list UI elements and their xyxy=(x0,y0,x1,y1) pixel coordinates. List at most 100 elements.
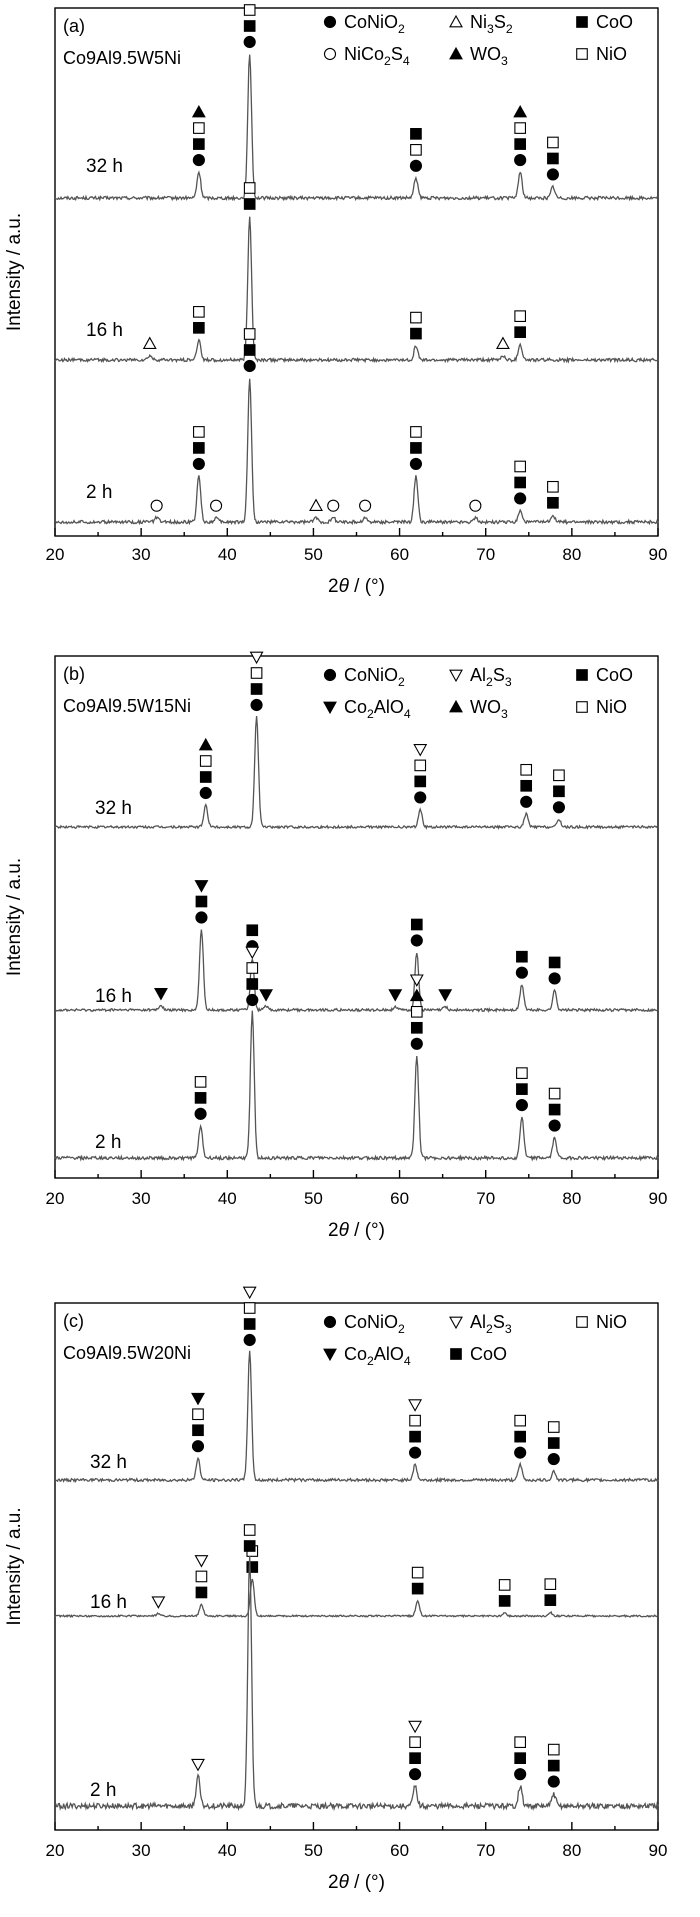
phase-marker-open-square xyxy=(193,306,205,318)
phase-marker-filled-circle xyxy=(547,1452,560,1466)
phase-marker-open-circle xyxy=(359,499,372,512)
phase-marker-filled-square xyxy=(193,442,205,454)
series-label: 16 h xyxy=(95,986,132,1007)
phase-marker-filled-square xyxy=(193,322,205,334)
phase-marker-filled-square xyxy=(243,1318,256,1330)
legend-label: NiCo2S4 xyxy=(344,44,410,68)
legend-label: WO3 xyxy=(470,44,508,68)
phase-marker-open-triangle-down xyxy=(242,1286,257,1300)
x-axis-label: 2θ / (°) xyxy=(328,1220,385,1241)
phase-marker-filled-circle xyxy=(410,1037,423,1050)
panel-label: (b) xyxy=(63,664,85,684)
phase-marker-filled-square xyxy=(520,779,533,792)
phase-marker-filled-square xyxy=(243,20,256,32)
legend-marker-open-square xyxy=(576,1316,588,1328)
phase-marker-filled-triangle-up xyxy=(513,104,528,118)
phase-marker-filled-square xyxy=(547,496,559,509)
phase-marker-filled-square xyxy=(553,785,565,798)
phase-marker-filled-triangle-down xyxy=(154,988,168,1001)
legend-label: Co2AlO4 xyxy=(344,697,411,721)
phase-marker-filled-square xyxy=(410,918,423,931)
phase-marker-open-square xyxy=(250,667,263,679)
x-tick-label: 60 xyxy=(390,1841,409,1860)
phase-marker-open-square xyxy=(199,755,212,767)
phase-marker-open-circle xyxy=(150,499,163,512)
phase-marker-open-triangle-down xyxy=(413,744,428,757)
phase-marker-open-square xyxy=(514,1736,527,1748)
legend-marker-filled-circle xyxy=(323,15,337,29)
phase-marker-open-triangle-down xyxy=(151,1596,166,1609)
x-tick-label: 40 xyxy=(218,545,237,564)
legend-label: NiO xyxy=(596,44,627,64)
legend-marker-filled-triangle-up xyxy=(449,46,463,60)
phase-marker-open-square xyxy=(553,769,565,782)
legend-marker-filled-square xyxy=(576,669,588,681)
y-axis-label: Intensity / a.u. xyxy=(4,858,25,976)
legend-label: WO3 xyxy=(470,697,508,721)
phase-marker-filled-square xyxy=(410,327,422,340)
panel-label: (c) xyxy=(63,1311,84,1331)
legend-marker-open-triangle-down xyxy=(449,669,463,683)
phase-marker-filled-triangle-up xyxy=(198,737,213,751)
xrd-trace-0 xyxy=(54,54,659,202)
phase-marker-filled-circle xyxy=(515,966,528,979)
phase-marker-open-square xyxy=(520,763,533,776)
phase-marker-open-square xyxy=(411,1566,424,1579)
phase-marker-open-triangle-down xyxy=(249,651,264,665)
phase-marker-open-square xyxy=(414,759,427,772)
phase-marker-filled-square xyxy=(547,152,559,165)
phase-marker-filled-circle xyxy=(552,801,566,814)
phase-marker-open-square xyxy=(409,1414,421,1427)
legend-marker-filled-circle xyxy=(323,1315,337,1329)
phase-marker-filled-triangle-up xyxy=(191,104,206,118)
xrd-trace-1 xyxy=(54,929,659,1014)
phase-marker-filled-square xyxy=(243,344,256,356)
legend-marker-filled-triangle-up xyxy=(449,699,463,713)
phase-marker-open-square xyxy=(547,480,559,493)
phase-marker-filled-circle xyxy=(410,934,423,947)
legend-label: CoO xyxy=(596,665,633,685)
phase-marker-open-square xyxy=(516,1067,528,1079)
legend-label: CoNiO2 xyxy=(344,1312,405,1336)
phase-marker-filled-circle xyxy=(414,791,427,804)
phase-marker-filled-square xyxy=(514,1430,527,1443)
phase-marker-filled-circle xyxy=(191,1440,205,1453)
panel-a: 20 30 40 50 60 70 80 90 2θ / (°) Intensity / a.u.… xyxy=(4,4,667,597)
phase-marker-open-square xyxy=(410,144,422,156)
phase-marker-open-square xyxy=(547,136,559,149)
x-tick-label: 60 xyxy=(390,1189,409,1208)
phase-marker-filled-square xyxy=(195,1586,208,1599)
phase-marker-open-square xyxy=(547,1421,560,1433)
phase-marker-filled-circle xyxy=(409,457,423,470)
phase-marker-filled-square xyxy=(414,775,427,788)
phase-marker-open-triangle-up xyxy=(142,336,157,350)
phase-marker-open-triangle-up xyxy=(309,498,323,512)
phase-marker-filled-square xyxy=(246,924,259,937)
x-tick-label: 50 xyxy=(304,1189,323,1208)
legend-marker-filled-square xyxy=(450,1348,462,1360)
phase-marker-filled-circle xyxy=(520,795,533,808)
phase-marker-filled-square xyxy=(246,978,259,990)
legend-label: Ni3S2 xyxy=(470,12,513,36)
series-label: 2 h xyxy=(95,1132,121,1153)
phase-marker-filled-square xyxy=(409,1430,421,1443)
xrd-trace-2 xyxy=(54,1555,659,1812)
phase-marker-filled-circle xyxy=(547,1775,560,1788)
phase-marker-filled-square xyxy=(516,1083,528,1095)
y-axis-label: Intensity / a.u. xyxy=(4,213,25,331)
panel-b: 20 30 40 50 60 70 80 90 2θ / (°) Intensity / a.u.… xyxy=(4,651,667,1241)
x-tick-label: 70 xyxy=(476,1189,495,1208)
legend-marker-open-square xyxy=(576,701,588,713)
phase-marker-filled-square xyxy=(410,442,422,454)
phase-marker-filled-square xyxy=(547,1759,560,1772)
phase-marker-filled-circle xyxy=(514,492,527,505)
phase-marker-filled-circle xyxy=(192,457,205,470)
legend-marker-filled-circle xyxy=(323,668,337,682)
legend-label: CoNiO2 xyxy=(344,665,405,689)
x-axis-label: 2θ / (°) xyxy=(328,1872,385,1893)
phase-marker-filled-triangle-down xyxy=(388,989,403,1002)
x-tick-label: 70 xyxy=(476,545,495,564)
phase-marker-open-square xyxy=(195,1570,208,1583)
legend-marker-open-square xyxy=(576,48,588,60)
phase-marker-open-square xyxy=(548,1087,561,1100)
